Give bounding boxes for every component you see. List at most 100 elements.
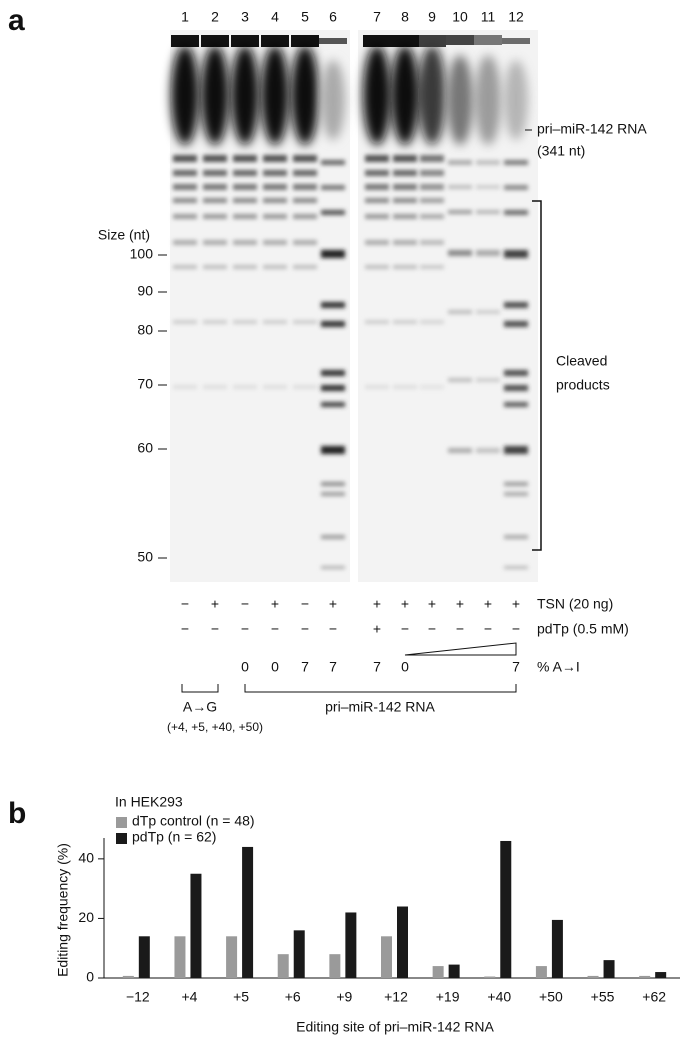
- row-cell: −: [401, 621, 409, 637]
- lane-number: 12: [508, 9, 524, 25]
- legend-label: dTp control (n = 48): [132, 813, 255, 829]
- row-cell: −: [301, 596, 309, 612]
- lane-number: 4: [271, 9, 279, 25]
- row-cell: −: [456, 621, 464, 637]
- gradient-triangle: [404, 642, 517, 656]
- gel: [170, 30, 538, 582]
- legend-label: pdTp (n = 62): [132, 829, 216, 845]
- cleaved-label: products: [556, 377, 610, 393]
- row-cell: +: [271, 596, 279, 612]
- bar: [329, 954, 341, 978]
- row-cell: 7: [301, 659, 309, 675]
- ag-sites: (+4, +5, +40, +50): [167, 720, 263, 734]
- bar: [639, 975, 651, 978]
- bar: [500, 840, 512, 978]
- x-tick-label: +5: [233, 989, 249, 1005]
- row-label: % A→I: [537, 659, 580, 675]
- panel-label: a: [8, 4, 25, 37]
- bar: [226, 936, 238, 978]
- bracket: [181, 684, 219, 693]
- lane-number: 9: [428, 9, 436, 25]
- row-cell: −: [428, 621, 436, 637]
- bar: [535, 966, 547, 978]
- bar: [138, 936, 150, 978]
- panel-label: b: [8, 797, 26, 830]
- row-cell: 0: [241, 659, 249, 675]
- x-axis-label: Editing site of pri–miR-142 RNA: [296, 1019, 494, 1035]
- size-label: Size (nt): [98, 227, 150, 243]
- row-cell: 7: [512, 659, 520, 675]
- row-cell: −: [181, 621, 189, 637]
- row-cell: −: [271, 621, 279, 637]
- size-marker: 100: [130, 246, 154, 262]
- bar: [432, 966, 444, 978]
- row-label: TSN (20 ng): [537, 596, 613, 612]
- x-tick-label: +4: [181, 989, 197, 1005]
- lane-number: 1: [181, 9, 189, 25]
- y-axis-label: Editing frequency (%): [55, 843, 71, 977]
- y-tick-label: 0: [86, 969, 94, 985]
- bar: [603, 960, 615, 978]
- size-marker: 80: [137, 322, 153, 338]
- lane-number: 3: [241, 9, 249, 25]
- row-cell: 7: [373, 659, 381, 675]
- bar: [397, 906, 408, 978]
- lane-number: 5: [301, 9, 309, 25]
- row-cell: −: [211, 621, 219, 637]
- bar: [122, 975, 134, 978]
- row-cell: +: [211, 596, 219, 612]
- size-marker: 60: [137, 440, 153, 456]
- chart-title: In HEK293: [115, 794, 183, 810]
- bar: [448, 964, 460, 978]
- row-cell: −: [301, 621, 309, 637]
- bar: [345, 912, 357, 978]
- x-tick-label: +62: [642, 989, 666, 1005]
- bracket: [532, 200, 542, 551]
- x-tick-label: +19: [436, 989, 460, 1005]
- legend-swatch: [116, 833, 127, 844]
- lane-number: 11: [481, 9, 496, 25]
- row-cell: +: [428, 596, 436, 612]
- row-cell: −: [484, 621, 492, 637]
- size-marker: 50: [137, 549, 153, 565]
- size-marker: 90: [137, 283, 153, 299]
- lane-number: 8: [401, 9, 409, 25]
- bar: [242, 846, 254, 978]
- row-cell: +: [329, 596, 337, 612]
- lane-number: 10: [452, 9, 468, 25]
- row-cell: 7: [329, 659, 337, 675]
- lane-number: 7: [373, 9, 381, 25]
- x-tick-label: −12: [126, 989, 150, 1005]
- x-tick-label: +40: [487, 989, 511, 1005]
- lane-number: 6: [329, 9, 337, 25]
- row-cell: 0: [401, 659, 409, 675]
- x-tick-label: +6: [285, 989, 301, 1005]
- row-label: pdTp (0.5 mM): [537, 621, 629, 637]
- gel-panel: [170, 30, 350, 582]
- row-cell: −: [181, 596, 189, 612]
- band-label: (341 nt): [537, 143, 585, 159]
- bar: [551, 919, 563, 978]
- row-cell: −: [241, 596, 249, 612]
- legend-swatch: [116, 817, 127, 828]
- row-cell: +: [456, 596, 464, 612]
- ag-label: A→G: [183, 699, 217, 715]
- y-tick-label: 20: [78, 909, 94, 925]
- lane-number: 2: [211, 9, 219, 25]
- bracket: [244, 684, 517, 693]
- row-cell: +: [512, 596, 520, 612]
- rna-label: pri–miR-142 RNA: [325, 699, 435, 715]
- row-cell: +: [401, 596, 409, 612]
- x-tick-label: +9: [336, 989, 352, 1005]
- x-tick-label: +12: [384, 989, 408, 1005]
- cleaved-label: Cleaved: [556, 353, 607, 369]
- bar: [174, 936, 186, 978]
- bar: [293, 930, 305, 978]
- band-label: pri–miR-142 RNA: [537, 121, 647, 137]
- bar: [655, 972, 667, 978]
- bar: [587, 975, 599, 978]
- row-cell: −: [241, 621, 249, 637]
- row-cell: +: [484, 596, 492, 612]
- bar: [484, 976, 496, 978]
